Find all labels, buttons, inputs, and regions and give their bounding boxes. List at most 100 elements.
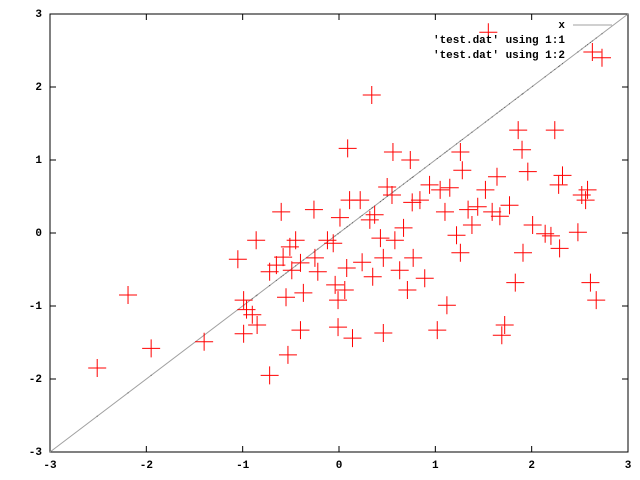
- dot-point: [527, 89, 529, 91]
- y-tick-label: -2: [29, 374, 42, 386]
- dot-point: [521, 93, 523, 95]
- dot-point: [403, 183, 405, 185]
- dot-point: [467, 134, 469, 136]
- cross-point: [453, 161, 472, 180]
- x-tick-label: -3: [43, 460, 57, 472]
- cross-point: [305, 248, 324, 267]
- dot-point: [499, 110, 501, 112]
- y-tick-label: -1: [29, 301, 43, 313]
- cross-point: [248, 315, 267, 334]
- cross-point: [385, 231, 404, 250]
- cross-point: [390, 261, 409, 280]
- cross-point: [142, 339, 161, 358]
- cross-point: [459, 200, 478, 219]
- cross-point: [576, 191, 595, 210]
- dot-point: [361, 214, 363, 216]
- cross-point: [545, 121, 564, 140]
- cross-point: [578, 180, 597, 199]
- cross-point: [428, 321, 447, 340]
- cross-point: [447, 226, 466, 245]
- dot-point: [439, 155, 441, 157]
- dot-point: [591, 40, 593, 42]
- x-tick-label: 1: [432, 460, 439, 472]
- cross-point: [513, 243, 532, 262]
- dot-point: [587, 44, 589, 46]
- cross-point: [487, 167, 506, 186]
- cross-point: [483, 202, 502, 221]
- dot-point: [339, 231, 341, 233]
- dot-point: [477, 127, 479, 129]
- dot-point: [399, 186, 401, 188]
- dot-point: [275, 279, 277, 281]
- dot-point: [382, 198, 384, 200]
- dot-point: [295, 265, 297, 267]
- cross-point: [351, 191, 370, 210]
- cross-point: [518, 162, 537, 181]
- cross-point: [398, 280, 417, 299]
- dot-point: [349, 224, 351, 226]
- cross-point: [476, 180, 495, 199]
- cross-point: [260, 366, 279, 385]
- cross-point: [329, 291, 348, 310]
- cross-point: [440, 178, 459, 197]
- cross-point: [294, 283, 313, 302]
- cross-point: [383, 142, 402, 161]
- cross-point: [291, 253, 310, 272]
- cross-point: [479, 23, 498, 42]
- cross-point: [282, 261, 301, 280]
- cross-point: [365, 205, 384, 224]
- cross-point: [378, 178, 397, 197]
- cross-point: [403, 193, 422, 212]
- cross-point: [523, 215, 542, 234]
- x-tick-label: -2: [140, 460, 153, 472]
- dot-point: [150, 374, 152, 376]
- dot-point: [456, 143, 458, 145]
- dot-point: [359, 216, 361, 218]
- cross-point: [371, 229, 390, 248]
- legend-label: x: [558, 20, 565, 32]
- dot-point: [287, 271, 289, 273]
- dot-point: [449, 148, 451, 150]
- dot-point: [561, 63, 563, 65]
- dot-point: [559, 65, 561, 67]
- cross-point: [362, 86, 381, 105]
- dot-point: [372, 206, 374, 208]
- cross-point: [335, 280, 354, 299]
- dot-point: [369, 209, 371, 211]
- cross-point: [195, 332, 214, 351]
- dot-point: [444, 152, 446, 154]
- cross-point: [500, 196, 519, 215]
- y-tick-label: 2: [35, 82, 42, 94]
- cross-point: [492, 326, 511, 345]
- cross-point: [583, 42, 602, 61]
- dot-point: [96, 415, 98, 417]
- x-tick-label: 3: [625, 460, 632, 472]
- cross-point: [568, 223, 587, 242]
- cross-point: [374, 324, 393, 343]
- dot-point: [255, 295, 257, 297]
- legend-label: 'test.dat' using 1:2: [433, 50, 565, 62]
- dot-point: [501, 109, 503, 111]
- cross-point: [451, 142, 470, 161]
- cross-point: [337, 259, 356, 278]
- x-tick-label: 2: [528, 460, 535, 472]
- dot-point: [347, 225, 349, 227]
- y-tick-label: 0: [35, 228, 42, 240]
- x-tick-label: 0: [336, 460, 343, 472]
- cross-point: [291, 321, 310, 340]
- cross-point: [338, 139, 357, 158]
- dot-point: [337, 233, 339, 235]
- dot-point: [313, 251, 315, 253]
- cross-point: [404, 248, 423, 267]
- cross-point: [278, 345, 297, 364]
- cross-point: [363, 267, 382, 286]
- cross-point: [330, 208, 349, 227]
- cross-point: [234, 291, 253, 310]
- cross-point: [304, 200, 323, 219]
- cross-point: [415, 269, 434, 288]
- dot-point: [487, 119, 489, 121]
- cross-point: [228, 250, 247, 269]
- function-line: [49, 13, 629, 453]
- dot-point: [429, 163, 431, 165]
- dot-point: [346, 226, 348, 228]
